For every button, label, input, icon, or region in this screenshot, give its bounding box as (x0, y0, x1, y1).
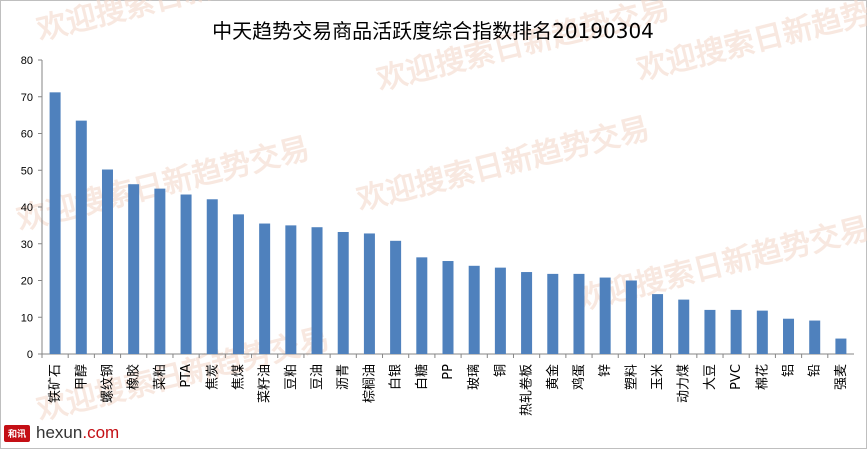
bar (75, 120, 87, 354)
x-tick-label: 焦炭 (205, 364, 220, 390)
bar (363, 233, 375, 354)
bar (547, 273, 559, 354)
x-tick-label: 热轧卷板 (519, 364, 535, 416)
x-tick-label: 大豆 (703, 364, 718, 390)
bar (468, 265, 480, 354)
bar (573, 273, 585, 354)
x-tick-label: PTA (179, 364, 194, 388)
bar (49, 92, 61, 354)
y-tick-label: 30 (21, 239, 33, 251)
y-tick-label: 20 (21, 276, 33, 288)
bar (416, 257, 428, 354)
chart-title: 中天趋势交易商品活跃度综合指数排名20190304 (212, 19, 654, 43)
y-tick-label: 50 (21, 165, 33, 177)
bar (232, 214, 244, 354)
bar (704, 309, 716, 354)
x-tick-label: 铜 (493, 364, 508, 377)
hexun-logo: 和讯 hexun.com (4, 423, 119, 443)
x-axis-labels: 铁矿石 甲醇 螺纹钢 橡胶 菜粕 PTA 焦炭 焦煤 菜籽油 豆粕 豆油 沥青 棕榈油 白银 白糖 PP 玻璃铜… (41, 354, 849, 416)
bar (285, 225, 297, 354)
bar (494, 267, 506, 354)
bar (259, 223, 271, 354)
bar (180, 194, 192, 354)
x-tick-label: 白银 (388, 364, 404, 390)
bar (783, 318, 795, 354)
bar (128, 184, 140, 354)
x-tick-label: 菜籽油 (258, 364, 273, 403)
y-tick-label: 40 (21, 202, 33, 214)
x-tick-label: 强麦 (834, 364, 849, 390)
bar (442, 261, 454, 354)
x-tick-label: 塑料 (624, 364, 639, 390)
x-tick-label: 豆粕 (284, 364, 299, 390)
x-tick-label: 焦煤 (231, 364, 246, 390)
bar (730, 309, 742, 354)
x-tick-label: 甲醇 (73, 364, 89, 390)
x-tick-label: 沥青 (336, 364, 351, 390)
x-tick-label: 玉米 (651, 364, 666, 390)
bar (625, 280, 637, 354)
x-tick-label: 菜粕 (153, 364, 168, 390)
bar (521, 272, 533, 354)
x-tick-label: 动力煤 (677, 364, 692, 403)
bar-series (49, 92, 847, 354)
bar (652, 294, 664, 354)
bar (206, 199, 218, 354)
y-tick-label: 70 (21, 92, 33, 104)
hexun-logo-badge: 和讯 (4, 424, 31, 442)
y-axis: 0 10 20 30 40 50 60 70 80 (21, 55, 42, 361)
x-tick-label: 铅 (808, 364, 823, 377)
bar (390, 240, 402, 354)
y-tick-label: 10 (21, 312, 33, 324)
x-tick-label: PP (441, 364, 456, 380)
x-tick-label: 玻璃 (467, 364, 482, 390)
x-tick-label: 棉花 (754, 364, 770, 390)
x-tick-label: 棕榈油 (362, 364, 377, 403)
x-tick-label: 橡胶 (126, 364, 142, 390)
x-tick-label: 黄金 (545, 364, 561, 390)
bar (311, 227, 323, 354)
bar (154, 188, 166, 354)
x-tick-label: 锌 (598, 364, 613, 377)
y-tick-label: 0 (27, 349, 33, 361)
bar (678, 299, 690, 354)
bar (809, 320, 821, 354)
bar (835, 338, 847, 354)
x-tick-label: 螺纹钢 (100, 364, 115, 403)
x-tick-label: PVC (729, 364, 744, 390)
y-tick-label: 80 (21, 55, 33, 67)
bar (101, 169, 113, 354)
bar (599, 277, 611, 354)
hexun-logo-brand: hexun (36, 423, 83, 442)
x-tick-label: 铁矿石 (48, 364, 63, 403)
x-tick-label: 鸡蛋 (571, 364, 587, 390)
y-tick-label: 60 (21, 129, 33, 141)
x-tick-label: 豆油 (310, 364, 325, 390)
bar (337, 231, 349, 354)
hexun-logo-domain: .com (82, 423, 120, 442)
x-tick-label: 铝 (782, 364, 797, 377)
x-tick-label: 白糖 (414, 364, 430, 390)
hexun-logo-text: hexun.com (36, 423, 119, 443)
bar (756, 310, 768, 354)
